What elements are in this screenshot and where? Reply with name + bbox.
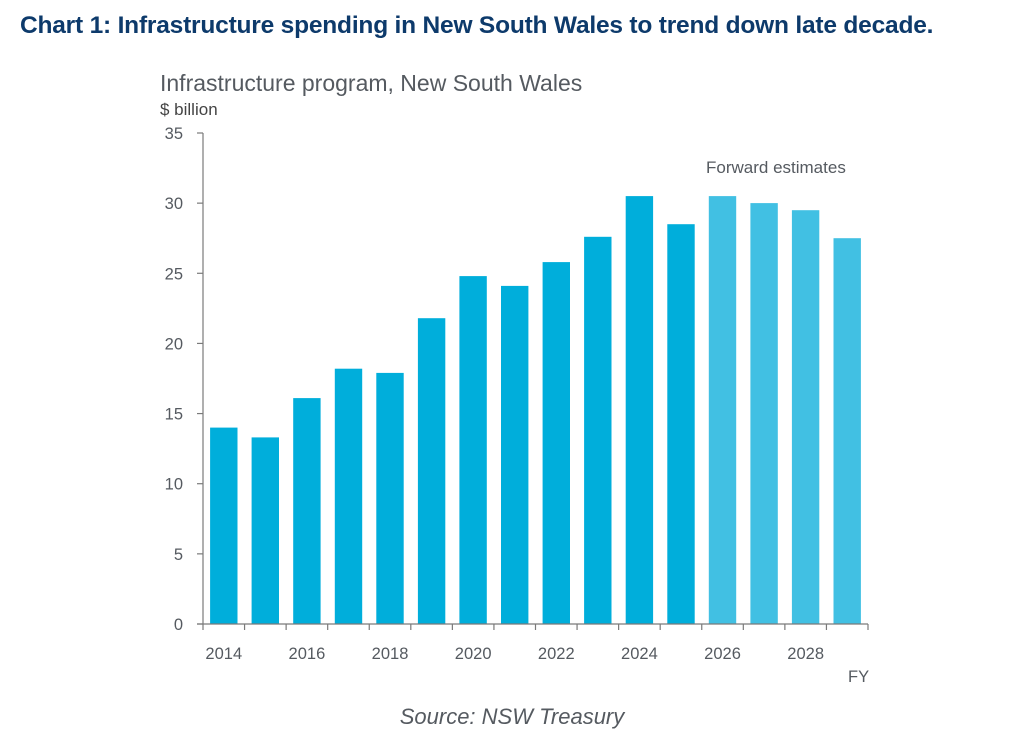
y-tick-label: 25 bbox=[165, 265, 183, 283]
y-tick-label: 0 bbox=[174, 616, 183, 634]
source-note: Source: NSW Treasury bbox=[399, 704, 625, 729]
bar-2023 bbox=[584, 236, 612, 625]
bar-2024 bbox=[625, 196, 654, 624]
x-tick-label-2024: 2024 bbox=[621, 645, 658, 663]
y-tick-label: 10 bbox=[165, 476, 183, 494]
bar-2027 bbox=[750, 203, 778, 624]
y-tick-label: 15 bbox=[165, 406, 183, 424]
x-tick-label-2016: 2016 bbox=[289, 645, 326, 663]
x-tick-label-2014: 2014 bbox=[205, 645, 242, 663]
page-title: Chart 1: Infrastructure spending in New … bbox=[20, 12, 934, 39]
x-tick-label-2018: 2018 bbox=[372, 645, 409, 663]
bar-2026 bbox=[708, 196, 737, 624]
bar-2029 bbox=[833, 238, 861, 624]
bar-2014 bbox=[210, 427, 238, 624]
x-tick-label-2028: 2028 bbox=[787, 645, 824, 663]
bar-2015 bbox=[251, 437, 279, 624]
x-tick-label-2022: 2022 bbox=[538, 645, 575, 663]
bar-2017 bbox=[334, 368, 363, 624]
bar-2021 bbox=[501, 285, 529, 624]
bar-2016 bbox=[293, 398, 321, 624]
bar-2020 bbox=[459, 276, 487, 624]
x-tick-label-2026: 2026 bbox=[704, 645, 741, 663]
x-tick-label-2020: 2020 bbox=[455, 645, 492, 663]
bar-2022 bbox=[542, 262, 570, 624]
bar-2018 bbox=[376, 372, 404, 624]
bar-2025 bbox=[667, 224, 695, 624]
x-axis-label: FY bbox=[848, 668, 869, 686]
y-axis-label: $ billion bbox=[160, 100, 218, 119]
bar-2028 bbox=[791, 210, 820, 624]
y-tick-label: 5 bbox=[174, 546, 183, 564]
bars-group bbox=[210, 196, 861, 625]
forward-estimates-annotation: Forward estimates bbox=[706, 158, 846, 177]
bar-2019 bbox=[417, 318, 446, 624]
y-tick-label: 20 bbox=[165, 335, 183, 353]
chart-title: Infrastructure program, New South Wales bbox=[160, 70, 583, 96]
axes-group: 0 5 10 15 20 25 30 35 2014 2016 2018 2020 2022 2024 20… bbox=[165, 125, 869, 663]
y-tick-label: 35 bbox=[165, 125, 183, 143]
y-tick-label: 30 bbox=[165, 195, 183, 213]
